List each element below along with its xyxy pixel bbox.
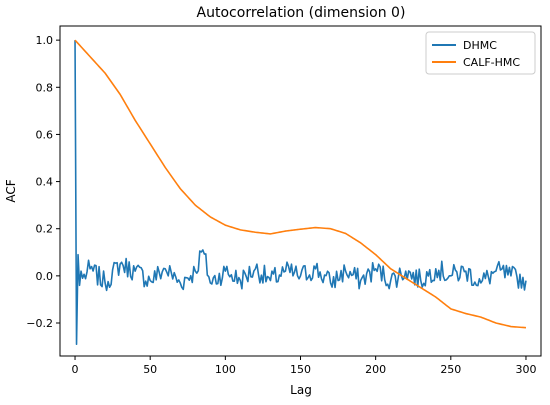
series-line-calf-hmc bbox=[74, 39, 527, 329]
y-axis-label: ACF bbox=[4, 179, 18, 202]
x-tick-label: 150 bbox=[290, 363, 311, 376]
legend-label-calf-hmc: CALF-HMC bbox=[463, 56, 520, 69]
y-axis-ticks: −0.2 0.0 0.2 0.4 0.6 0.8 1.0 bbox=[26, 34, 60, 330]
x-axis-ticks: 0 50 100 150 200 250 300 bbox=[72, 356, 536, 376]
y-tick-label: −0.2 bbox=[26, 317, 53, 330]
x-tick-label: 200 bbox=[365, 363, 386, 376]
x-tick-label: 250 bbox=[440, 363, 461, 376]
legend-label-dhmc: DHMC bbox=[463, 39, 497, 52]
chart-title: Autocorrelation (dimension 0) bbox=[197, 5, 406, 21]
y-tick-label: 0.4 bbox=[36, 176, 54, 189]
legend: DHMC CALF-HMC bbox=[425, 31, 536, 75]
x-tick-label: 300 bbox=[515, 363, 536, 376]
x-tick-label: 50 bbox=[143, 363, 157, 376]
y-tick-label: 0.8 bbox=[36, 81, 54, 94]
x-tick-label: 0 bbox=[72, 363, 79, 376]
x-axis-label: Lag bbox=[290, 383, 312, 397]
y-tick-label: 0.2 bbox=[36, 223, 54, 236]
plot-lines bbox=[74, 39, 527, 346]
y-tick-label: 1.0 bbox=[36, 34, 54, 47]
legend-box bbox=[425, 31, 536, 75]
y-tick-label: 0.6 bbox=[36, 128, 54, 141]
y-tick-label: 0.0 bbox=[36, 270, 54, 283]
x-tick-label: 100 bbox=[215, 363, 236, 376]
series-line-dhmc bbox=[74, 40, 527, 346]
